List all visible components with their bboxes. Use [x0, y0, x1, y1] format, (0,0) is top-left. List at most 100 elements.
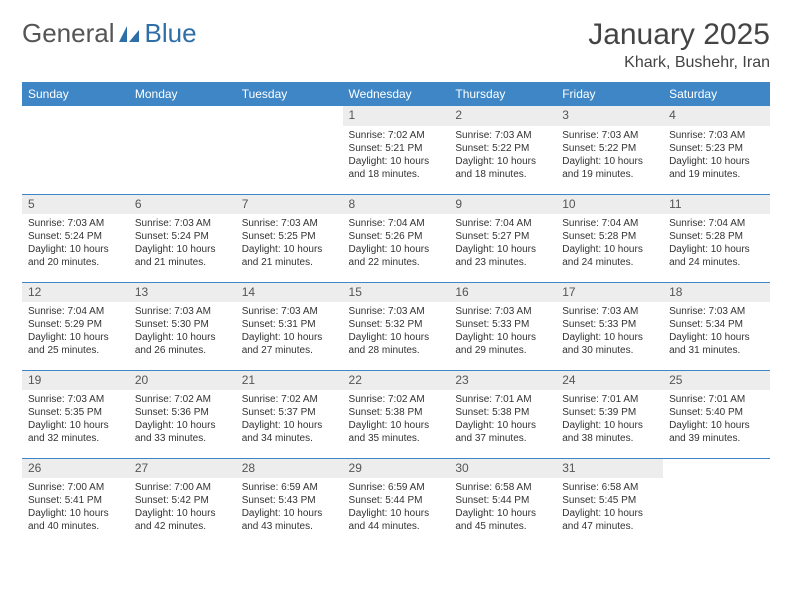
day-number: 22	[343, 371, 450, 391]
sunset-text: Sunset: 5:35 PM	[28, 406, 123, 419]
sunrise-text: Sunrise: 7:04 AM	[669, 217, 764, 230]
sunrise-text: Sunrise: 7:02 AM	[349, 129, 444, 142]
day-content: Sunrise: 7:04 AMSunset: 5:28 PMDaylight:…	[556, 214, 663, 273]
sunset-text: Sunset: 5:43 PM	[242, 494, 337, 507]
logo-text-1: General	[22, 18, 115, 49]
day-number: 1	[343, 106, 450, 126]
daylight-line1: Daylight: 10 hours	[242, 331, 337, 344]
sunset-text: Sunset: 5:22 PM	[562, 142, 657, 155]
calendar-body: 1Sunrise: 7:02 AMSunset: 5:21 PMDaylight…	[22, 106, 770, 546]
sunset-text: Sunset: 5:24 PM	[28, 230, 123, 243]
day-number: 20	[129, 371, 236, 391]
sunrise-text: Sunrise: 7:03 AM	[135, 305, 230, 318]
weekday-header: Friday	[556, 82, 663, 106]
sunrise-text: Sunrise: 7:03 AM	[455, 129, 550, 142]
calendar-cell	[22, 106, 129, 194]
calendar-cell: 25Sunrise: 7:01 AMSunset: 5:40 PMDayligh…	[663, 370, 770, 458]
day-number: 19	[22, 371, 129, 391]
day-number: 27	[129, 459, 236, 479]
daylight-line1: Daylight: 10 hours	[669, 419, 764, 432]
calendar-cell: 9Sunrise: 7:04 AMSunset: 5:27 PMDaylight…	[449, 194, 556, 282]
sunset-text: Sunset: 5:33 PM	[455, 318, 550, 331]
sunrise-text: Sunrise: 7:03 AM	[669, 305, 764, 318]
daylight-line2: and 44 minutes.	[349, 520, 444, 533]
daylight-line2: and 38 minutes.	[562, 432, 657, 445]
daylight-line2: and 19 minutes.	[669, 168, 764, 181]
sunrise-text: Sunrise: 7:01 AM	[669, 393, 764, 406]
calendar-week-row: 26Sunrise: 7:00 AMSunset: 5:41 PMDayligh…	[22, 458, 770, 546]
day-number: 25	[663, 371, 770, 391]
sunset-text: Sunset: 5:23 PM	[669, 142, 764, 155]
sunset-text: Sunset: 5:32 PM	[349, 318, 444, 331]
sunset-text: Sunset: 5:44 PM	[349, 494, 444, 507]
daylight-line2: and 35 minutes.	[349, 432, 444, 445]
day-number: 6	[129, 195, 236, 215]
calendar-cell: 14Sunrise: 7:03 AMSunset: 5:31 PMDayligh…	[236, 282, 343, 370]
daylight-line1: Daylight: 10 hours	[349, 331, 444, 344]
calendar-cell: 22Sunrise: 7:02 AMSunset: 5:38 PMDayligh…	[343, 370, 450, 458]
calendar-cell: 1Sunrise: 7:02 AMSunset: 5:21 PMDaylight…	[343, 106, 450, 194]
daylight-line2: and 43 minutes.	[242, 520, 337, 533]
day-content: Sunrise: 7:04 AMSunset: 5:28 PMDaylight:…	[663, 214, 770, 273]
calendar-cell	[129, 106, 236, 194]
daylight-line2: and 21 minutes.	[135, 256, 230, 269]
calendar-cell: 30Sunrise: 6:58 AMSunset: 5:44 PMDayligh…	[449, 458, 556, 546]
sunset-text: Sunset: 5:38 PM	[349, 406, 444, 419]
daylight-line2: and 22 minutes.	[349, 256, 444, 269]
daylight-line2: and 39 minutes.	[669, 432, 764, 445]
sunset-text: Sunset: 5:37 PM	[242, 406, 337, 419]
sunset-text: Sunset: 5:42 PM	[135, 494, 230, 507]
day-content: Sunrise: 6:58 AMSunset: 5:44 PMDaylight:…	[449, 478, 556, 537]
day-content: Sunrise: 6:59 AMSunset: 5:44 PMDaylight:…	[343, 478, 450, 537]
day-content: Sunrise: 7:04 AMSunset: 5:27 PMDaylight:…	[449, 214, 556, 273]
weekday-header: Tuesday	[236, 82, 343, 106]
sunrise-text: Sunrise: 7:03 AM	[28, 217, 123, 230]
daylight-line1: Daylight: 10 hours	[28, 507, 123, 520]
day-number: 28	[236, 459, 343, 479]
sunrise-text: Sunrise: 7:03 AM	[455, 305, 550, 318]
day-number: 11	[663, 195, 770, 215]
daylight-line1: Daylight: 10 hours	[349, 155, 444, 168]
day-number: 31	[556, 459, 663, 479]
day-number: 13	[129, 283, 236, 303]
daylight-line1: Daylight: 10 hours	[242, 243, 337, 256]
daylight-line2: and 34 minutes.	[242, 432, 337, 445]
calendar-cell: 24Sunrise: 7:01 AMSunset: 5:39 PMDayligh…	[556, 370, 663, 458]
daylight-line1: Daylight: 10 hours	[669, 331, 764, 344]
calendar-week-row: 1Sunrise: 7:02 AMSunset: 5:21 PMDaylight…	[22, 106, 770, 194]
day-number: 5	[22, 195, 129, 215]
day-number: 24	[556, 371, 663, 391]
daylight-line1: Daylight: 10 hours	[455, 507, 550, 520]
day-content: Sunrise: 7:02 AMSunset: 5:37 PMDaylight:…	[236, 390, 343, 449]
day-number: 30	[449, 459, 556, 479]
day-content: Sunrise: 7:03 AMSunset: 5:24 PMDaylight:…	[22, 214, 129, 273]
day-number: 8	[343, 195, 450, 215]
daylight-line2: and 32 minutes.	[28, 432, 123, 445]
sunrise-text: Sunrise: 7:01 AM	[455, 393, 550, 406]
day-content: Sunrise: 7:03 AMSunset: 5:35 PMDaylight:…	[22, 390, 129, 449]
day-content: Sunrise: 6:59 AMSunset: 5:43 PMDaylight:…	[236, 478, 343, 537]
calendar-cell: 8Sunrise: 7:04 AMSunset: 5:26 PMDaylight…	[343, 194, 450, 282]
sunset-text: Sunset: 5:26 PM	[349, 230, 444, 243]
daylight-line2: and 18 minutes.	[349, 168, 444, 181]
sunset-text: Sunset: 5:39 PM	[562, 406, 657, 419]
daylight-line2: and 20 minutes.	[28, 256, 123, 269]
page-title: January 2025	[588, 18, 770, 52]
calendar-cell: 18Sunrise: 7:03 AMSunset: 5:34 PMDayligh…	[663, 282, 770, 370]
calendar-cell: 6Sunrise: 7:03 AMSunset: 5:24 PMDaylight…	[129, 194, 236, 282]
daylight-line2: and 26 minutes.	[135, 344, 230, 357]
daylight-line2: and 45 minutes.	[455, 520, 550, 533]
sunrise-text: Sunrise: 7:03 AM	[562, 129, 657, 142]
logo: General Blue	[22, 18, 197, 49]
weekday-header-row: Sunday Monday Tuesday Wednesday Thursday…	[22, 82, 770, 106]
daylight-line2: and 23 minutes.	[455, 256, 550, 269]
calendar-cell	[663, 458, 770, 546]
calendar-week-row: 12Sunrise: 7:04 AMSunset: 5:29 PMDayligh…	[22, 282, 770, 370]
day-number: 4	[663, 106, 770, 126]
daylight-line2: and 30 minutes.	[562, 344, 657, 357]
daylight-line2: and 25 minutes.	[28, 344, 123, 357]
day-content: Sunrise: 7:04 AMSunset: 5:29 PMDaylight:…	[22, 302, 129, 361]
day-content: Sunrise: 7:03 AMSunset: 5:33 PMDaylight:…	[449, 302, 556, 361]
sunrise-text: Sunrise: 7:04 AM	[562, 217, 657, 230]
weekday-header: Sunday	[22, 82, 129, 106]
